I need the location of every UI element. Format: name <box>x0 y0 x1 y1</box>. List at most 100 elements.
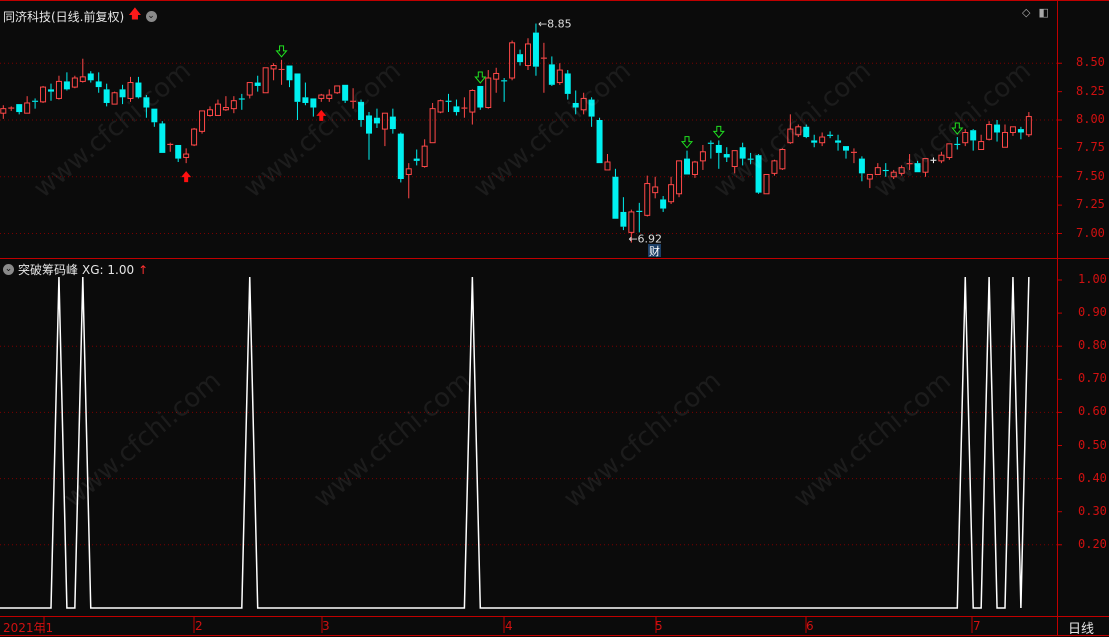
candle-body <box>914 163 921 173</box>
candle <box>421 139 428 168</box>
candle <box>151 108 158 127</box>
candle <box>143 95 150 118</box>
candle <box>763 173 770 195</box>
candle <box>684 150 690 175</box>
low-price-label: ←6.92 <box>628 233 662 246</box>
indicator-title[interactable]: 突破筹码峰 <box>18 263 79 277</box>
candle <box>636 202 643 233</box>
candle-body <box>779 149 786 170</box>
month-label: 6 <box>806 619 814 633</box>
buy-signal-arrow-icon <box>181 171 192 183</box>
candle <box>843 146 849 159</box>
month-label: 5 <box>655 619 663 633</box>
candle <box>604 154 611 171</box>
candle-body <box>214 103 221 116</box>
candle-body <box>445 100 452 102</box>
stock-title[interactable]: 同济科技(日线.前复权) <box>3 9 125 24</box>
candle-body <box>517 54 524 63</box>
candle-body <box>103 89 110 103</box>
candle <box>1002 124 1008 148</box>
candle <box>540 42 547 93</box>
price-axis-label: 7.75 <box>1076 140 1105 155</box>
candle <box>930 157 937 164</box>
candle <box>501 78 508 102</box>
candle-body <box>1009 126 1016 133</box>
candle-body <box>731 150 738 168</box>
candle-body <box>79 76 86 82</box>
candle <box>787 114 794 144</box>
candle-body <box>334 85 341 94</box>
candle-body <box>1025 116 1032 136</box>
candle <box>445 93 452 113</box>
candle-body <box>787 128 794 144</box>
candle-body <box>556 69 563 84</box>
candle <box>111 91 118 105</box>
candle <box>938 151 945 164</box>
candle-body <box>493 72 500 80</box>
period-button[interactable]: 日线 <box>1068 622 1095 637</box>
candle <box>660 196 667 212</box>
candle <box>0 105 7 119</box>
candle-body <box>572 102 579 108</box>
candle-body <box>461 107 468 109</box>
candle <box>40 85 47 103</box>
candle-body <box>668 184 675 203</box>
candle-body <box>898 167 905 174</box>
candle-body <box>381 112 388 130</box>
candle-body <box>302 97 309 103</box>
panel-toggle-icon[interactable]: ◧ <box>1038 6 1049 19</box>
candle-body <box>660 199 667 209</box>
candle <box>71 75 78 89</box>
candle-body <box>318 94 325 99</box>
candle-body <box>310 98 317 108</box>
candle <box>1009 126 1016 136</box>
candle <box>795 124 802 138</box>
candle <box>63 72 70 91</box>
candle-body <box>350 100 357 102</box>
month-label: 2021年1 <box>3 621 54 635</box>
diamond-icon[interactable]: ◇ <box>1022 6 1031 19</box>
dropdown-circle-icon[interactable]: ⌄ <box>145 10 157 22</box>
candle <box>159 121 166 153</box>
candle <box>731 150 738 174</box>
candle-body <box>564 73 571 94</box>
candle <box>207 106 213 117</box>
candle-body <box>509 42 516 79</box>
candle <box>922 158 929 177</box>
candle-body <box>421 145 428 168</box>
candle <box>373 108 380 128</box>
indicator-panel-header: ⌄ 突破筹码峰 XG: 1.00 ↑ <box>3 261 148 278</box>
candle <box>461 97 468 118</box>
candle <box>771 159 778 176</box>
candle <box>286 65 293 88</box>
candle-body <box>930 159 937 161</box>
candle-body <box>922 158 929 173</box>
indicator-axis-label: 0.90 <box>1078 305 1107 320</box>
candle-body <box>143 97 150 108</box>
candle-body <box>755 155 762 193</box>
candle <box>350 88 357 109</box>
candle-body <box>636 210 643 212</box>
price-axis-label: 7.50 <box>1076 168 1105 183</box>
candle <box>183 148 190 164</box>
candle-body <box>48 89 54 92</box>
candle-body <box>691 161 698 175</box>
candle <box>970 129 977 151</box>
candle-body <box>866 173 873 180</box>
indicator-axis-label: 0.70 <box>1078 371 1107 386</box>
sell-signal-arrow-icon <box>474 71 487 84</box>
candle-body <box>183 153 190 158</box>
candle-body <box>278 68 285 70</box>
candle-body <box>389 116 396 130</box>
candle <box>978 134 985 151</box>
indicator-axis-label: 0.40 <box>1078 470 1107 485</box>
dropdown-circle-icon[interactable]: ⌄ <box>3 264 14 275</box>
candle-body <box>1017 129 1024 133</box>
candle <box>485 70 492 109</box>
candle <box>866 173 873 189</box>
candle-body <box>230 100 237 110</box>
candle <box>532 23 539 76</box>
candle-body <box>167 143 174 145</box>
high-price-label: ←8.85 <box>538 18 572 31</box>
